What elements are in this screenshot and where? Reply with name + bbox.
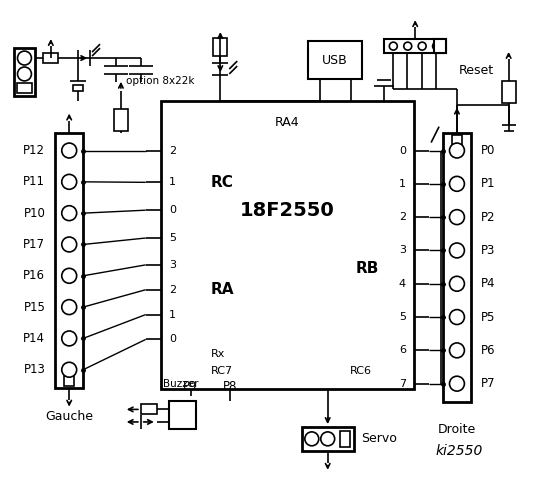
Bar xyxy=(114,109,128,131)
Text: P6: P6 xyxy=(481,344,495,357)
Text: P4: P4 xyxy=(481,277,495,290)
Text: ki2550: ki2550 xyxy=(435,444,483,458)
Bar xyxy=(13,48,35,96)
Text: USB: USB xyxy=(322,54,348,67)
Bar xyxy=(43,53,58,63)
Bar xyxy=(64,376,74,385)
Circle shape xyxy=(62,331,77,346)
Text: P7: P7 xyxy=(481,377,495,390)
Circle shape xyxy=(450,210,465,225)
Text: RC: RC xyxy=(210,175,233,190)
Text: P0: P0 xyxy=(481,144,495,157)
Bar xyxy=(161,101,414,389)
Text: P14: P14 xyxy=(23,332,45,345)
Text: 0: 0 xyxy=(399,145,406,156)
Bar xyxy=(55,132,83,388)
Text: P8: P8 xyxy=(223,380,237,393)
Bar xyxy=(502,81,515,103)
Bar xyxy=(452,134,462,144)
Text: 7: 7 xyxy=(399,379,406,389)
Bar xyxy=(384,39,446,53)
Bar xyxy=(17,83,33,93)
Text: option 8x22k: option 8x22k xyxy=(126,76,194,86)
Text: 3: 3 xyxy=(169,260,176,270)
Text: P15: P15 xyxy=(23,300,45,313)
Text: Reset: Reset xyxy=(459,64,494,77)
Circle shape xyxy=(418,42,426,50)
Circle shape xyxy=(450,343,465,358)
Circle shape xyxy=(321,432,335,446)
Text: 2: 2 xyxy=(169,145,176,156)
Text: 0: 0 xyxy=(169,205,176,215)
Text: 5: 5 xyxy=(169,233,176,243)
Text: P3: P3 xyxy=(481,244,495,257)
Text: Servo: Servo xyxy=(362,432,398,445)
Circle shape xyxy=(450,143,465,158)
Text: P11: P11 xyxy=(23,175,45,188)
Text: Gauche: Gauche xyxy=(45,409,93,422)
Text: 0: 0 xyxy=(169,335,176,345)
Circle shape xyxy=(432,42,441,50)
Text: P1: P1 xyxy=(481,177,495,191)
Text: 1: 1 xyxy=(399,179,406,189)
Text: P9: P9 xyxy=(183,380,198,393)
Text: Droite: Droite xyxy=(438,423,476,436)
Text: Rx: Rx xyxy=(210,349,225,360)
Text: P5: P5 xyxy=(481,311,495,324)
Circle shape xyxy=(62,362,77,377)
Circle shape xyxy=(450,376,465,391)
Text: P13: P13 xyxy=(23,363,45,376)
Circle shape xyxy=(404,42,412,50)
Text: 1: 1 xyxy=(169,310,176,320)
Circle shape xyxy=(62,143,77,158)
Bar xyxy=(434,39,446,53)
Text: RC6: RC6 xyxy=(349,366,372,376)
Text: 6: 6 xyxy=(399,345,406,355)
Text: P10: P10 xyxy=(23,207,45,220)
Bar xyxy=(141,405,156,414)
Bar xyxy=(340,431,349,447)
Text: 3: 3 xyxy=(399,245,406,255)
Circle shape xyxy=(18,51,32,65)
Circle shape xyxy=(305,432,319,446)
Circle shape xyxy=(450,310,465,324)
Circle shape xyxy=(62,174,77,189)
Text: RB: RB xyxy=(356,261,379,276)
Circle shape xyxy=(62,206,77,221)
Text: 18F2550: 18F2550 xyxy=(240,201,335,220)
Text: P12: P12 xyxy=(23,144,45,157)
Bar xyxy=(302,427,353,451)
Circle shape xyxy=(389,42,397,50)
Text: 2: 2 xyxy=(169,285,176,295)
Circle shape xyxy=(62,268,77,283)
Bar xyxy=(213,38,227,56)
Bar xyxy=(169,401,196,429)
Circle shape xyxy=(18,67,32,81)
Circle shape xyxy=(450,176,465,192)
Bar xyxy=(73,85,83,91)
Text: RA: RA xyxy=(210,282,234,297)
Text: P17: P17 xyxy=(23,238,45,251)
Circle shape xyxy=(450,276,465,291)
Text: 1: 1 xyxy=(169,177,176,187)
Text: P16: P16 xyxy=(23,269,45,282)
Circle shape xyxy=(62,300,77,314)
Circle shape xyxy=(450,243,465,258)
Text: RC7: RC7 xyxy=(210,366,232,376)
Text: 4: 4 xyxy=(399,279,406,289)
Text: 2: 2 xyxy=(399,212,406,222)
Bar xyxy=(443,132,471,402)
Circle shape xyxy=(62,237,77,252)
Text: 5: 5 xyxy=(399,312,406,322)
Text: RA4: RA4 xyxy=(275,116,300,129)
Bar xyxy=(308,41,363,79)
Text: Buzzer: Buzzer xyxy=(163,379,198,389)
Text: P2: P2 xyxy=(481,211,495,224)
